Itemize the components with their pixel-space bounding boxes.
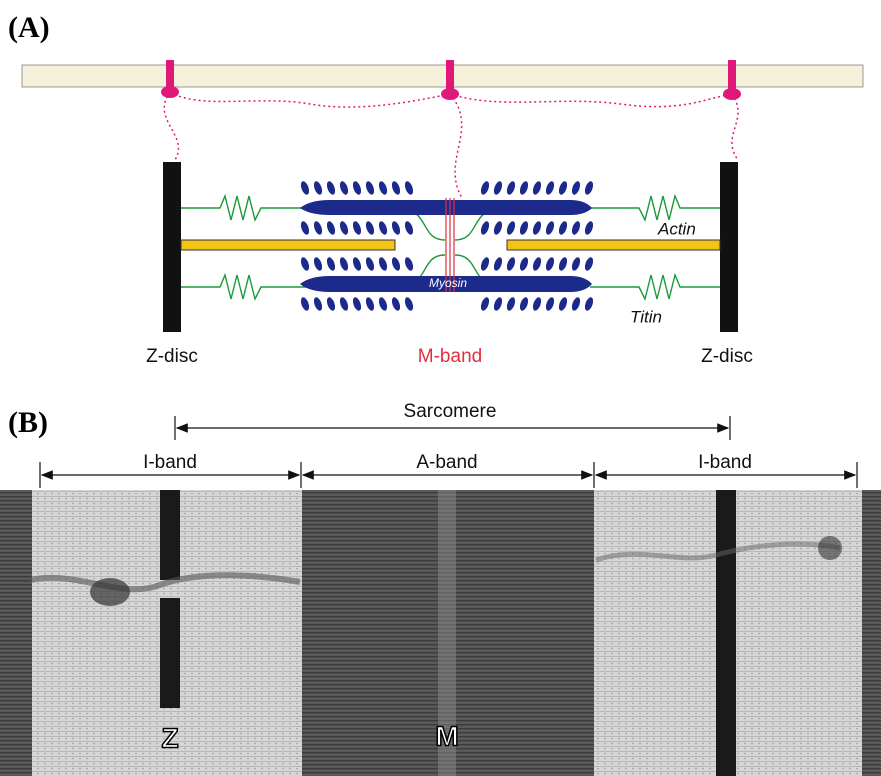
cell-membrane: [22, 65, 863, 87]
myosin-head: [544, 180, 555, 196]
myosin-head: [505, 296, 516, 312]
panel-label: (A): [8, 11, 50, 44]
myosin-head: [312, 256, 323, 272]
myosin-head: [479, 256, 490, 272]
z-disc-label: Z-disc: [701, 346, 753, 367]
myosin-head: [479, 296, 490, 312]
myosin-head: [377, 256, 388, 272]
myosin-head: [518, 256, 529, 272]
myosin-head: [364, 180, 375, 196]
myosin-head: [377, 180, 388, 196]
myosin-head: [479, 180, 490, 196]
actin: [181, 240, 395, 250]
myosin-head: [583, 296, 594, 312]
myosin-head: [531, 180, 542, 196]
myosin-head: [325, 180, 336, 196]
myosin-head: [325, 220, 336, 236]
myosin-head: [377, 220, 388, 236]
myosin-head: [403, 296, 414, 312]
myosin-head: [403, 256, 414, 272]
myosin-head: [479, 220, 490, 236]
z-disc: [720, 162, 738, 332]
myosin-head: [570, 220, 581, 236]
z-disc-label: Z-disc: [146, 346, 198, 367]
myosin-head: [390, 296, 401, 312]
myosin-head: [557, 180, 568, 196]
myosin-head: [505, 180, 516, 196]
myosin-head: [492, 296, 503, 312]
myosin-head: [492, 180, 503, 196]
myosin-head: [364, 220, 375, 236]
myosin-head: [312, 180, 323, 196]
myosin-head: [377, 296, 388, 312]
myosin-head: [390, 220, 401, 236]
myosin-head: [531, 296, 542, 312]
myosin-head: [583, 180, 594, 196]
m-band-label: M-band: [418, 346, 482, 367]
m-marker: M: [435, 720, 458, 751]
myosin-head: [518, 296, 529, 312]
myosin-head: [492, 220, 503, 236]
myosin-head: [557, 256, 568, 272]
actin: [507, 240, 720, 250]
band-label: I-band: [698, 452, 752, 473]
myosin-head: [570, 256, 581, 272]
myosin-head: [338, 220, 349, 236]
myosin-head: [338, 180, 349, 196]
actin-label: Actin: [657, 219, 696, 238]
band-label: A-band: [416, 452, 477, 473]
myosin-head: [544, 256, 555, 272]
myosin-head: [557, 220, 568, 236]
myosin-head: [299, 256, 310, 272]
titin-label: Titin: [630, 307, 662, 326]
myosin-head: [351, 220, 362, 236]
myosin-head: [351, 256, 362, 272]
myosin-head: [583, 256, 594, 272]
z-marker: Z: [161, 722, 178, 753]
myosin-head: [351, 180, 362, 196]
myosin-head: [518, 180, 529, 196]
myosin-label: Myosin: [429, 276, 467, 290]
myosin-head: [351, 296, 362, 312]
myosin-head: [505, 256, 516, 272]
panel-label: (B): [8, 406, 48, 439]
myosin-head: [364, 296, 375, 312]
myosin-head: [570, 180, 581, 196]
sarcomere-label: Sarcomere: [404, 401, 497, 422]
connections: [164, 92, 738, 198]
myosin-head: [557, 296, 568, 312]
myosin-head: [403, 220, 414, 236]
myosin-head: [312, 296, 323, 312]
myosin-head: [390, 256, 401, 272]
myosin-head: [325, 296, 336, 312]
myosin-head: [492, 256, 503, 272]
myosin-head: [299, 296, 310, 312]
myosin-head: [325, 256, 336, 272]
z-disc: [163, 162, 181, 332]
myosin-head: [364, 256, 375, 272]
myosin-head: [518, 220, 529, 236]
band-label: I-band: [143, 452, 197, 473]
myosin-head: [390, 180, 401, 196]
myosin-head: [531, 220, 542, 236]
figure: (A) Myosin Actin Titin Z-disc M-band Z-d…: [0, 0, 881, 776]
myosin-head: [531, 256, 542, 272]
myosin-head: [299, 180, 310, 196]
myosin-head: [338, 256, 349, 272]
myosin-head: [403, 180, 414, 196]
myosin-head: [583, 220, 594, 236]
myosin-head: [544, 296, 555, 312]
myosin-head: [505, 220, 516, 236]
myosin-head: [299, 220, 310, 236]
myosin-head: [338, 296, 349, 312]
myosin-head: [570, 296, 581, 312]
myosin-head: [544, 220, 555, 236]
myosin-head: [312, 220, 323, 236]
